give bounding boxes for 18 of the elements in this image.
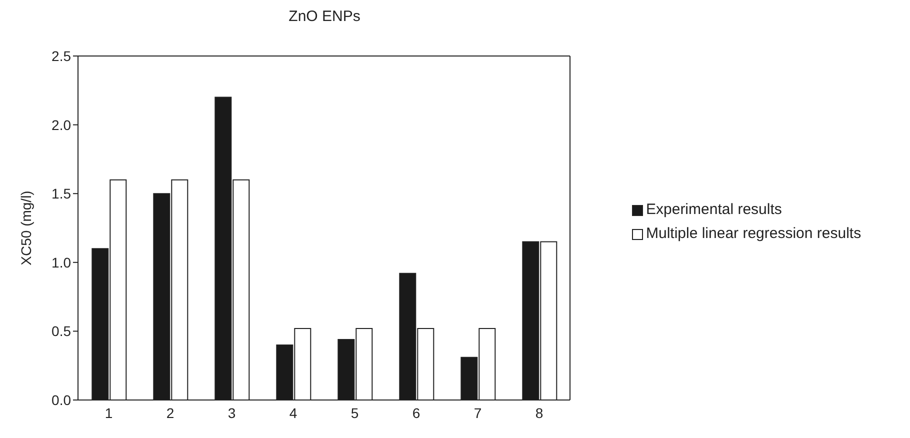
y-tick-label: 0.0: [52, 392, 72, 408]
x-tick-label: 7: [474, 404, 482, 421]
x-tick-label: 4: [289, 404, 298, 421]
x-tick-label: 6: [412, 404, 420, 421]
x-tick-label: 2: [166, 404, 174, 421]
x-tick-label: 1: [104, 404, 113, 421]
y-tick-label: 1.5: [52, 186, 72, 202]
x-tick-label: 5: [350, 404, 359, 421]
legend-label: Multiple linear regression results: [646, 224, 862, 244]
legend-label: Experimental results: [646, 200, 782, 220]
y-tick-label: 1.0: [52, 254, 72, 270]
y-tick-label: 2.5: [52, 48, 72, 64]
x-tick-label: 8: [535, 404, 544, 421]
chart-title: ZnO ENPs: [288, 8, 362, 25]
y-axis-title: XC50 (mg/l): [18, 190, 34, 266]
y-tick-label: 0.5: [52, 323, 72, 340]
y-tick-label: 2.0: [52, 116, 72, 133]
x-tick-label: 3: [228, 404, 236, 421]
